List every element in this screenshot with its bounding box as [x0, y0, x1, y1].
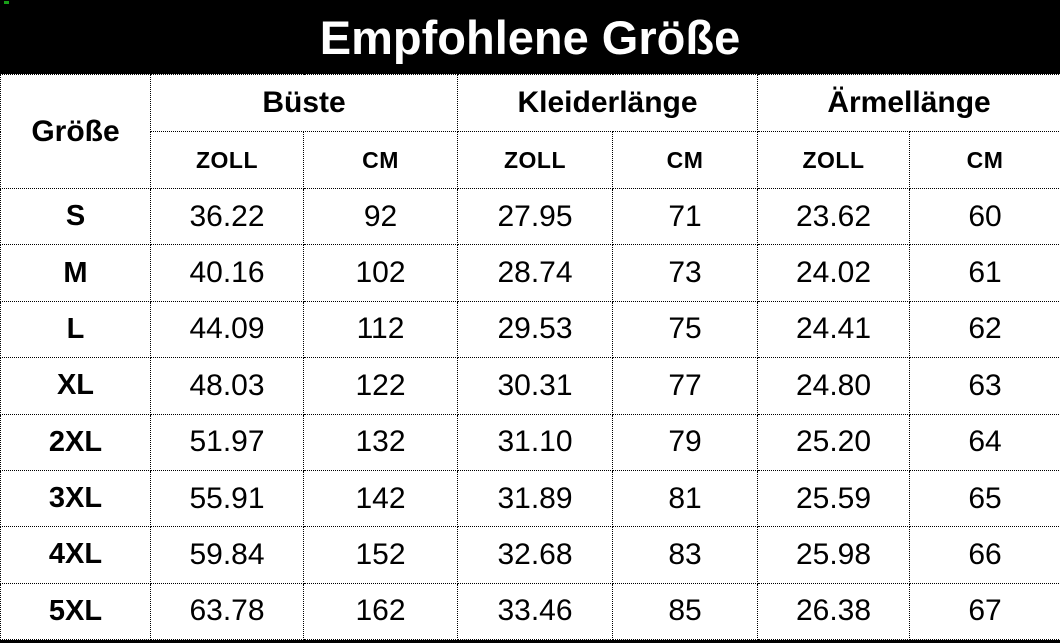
value-cell: 63	[909, 357, 1060, 415]
header-group-row: Größe Büste Kleiderlänge Ärmellänge	[0, 74, 1060, 189]
value-cell: 83	[612, 526, 759, 584]
value-cell: 60	[909, 187, 1060, 246]
table-row: 3XL 55.91 142 31.89 81 25.59 65	[0, 469, 1060, 528]
value-cell: 61	[909, 244, 1060, 302]
value-cell: 112	[302, 300, 459, 359]
value-cell: 62	[909, 300, 1060, 359]
value-cell: 24.02	[757, 244, 911, 302]
table-row: XL 48.03 122 30.31 77 24.80 63	[0, 357, 1060, 415]
value-cell: 48.03	[150, 357, 304, 415]
value-cell: 67	[909, 582, 1060, 641]
unit-header-sleeve-zoll: ZOLL	[757, 131, 911, 189]
value-cell: 142	[302, 469, 459, 528]
value-cell: 31.89	[457, 469, 614, 528]
value-cell: 75	[612, 300, 759, 359]
unit-header-bust-zoll: ZOLL	[150, 131, 304, 189]
value-cell: 81	[612, 469, 759, 528]
value-cell: 77	[612, 357, 759, 415]
value-cell: 24.41	[757, 300, 911, 359]
value-cell: 66	[909, 526, 1060, 584]
value-cell: 36.22	[150, 187, 304, 246]
value-cell: 29.53	[457, 300, 614, 359]
value-cell: 28.74	[457, 244, 614, 302]
size-cell: XL	[0, 357, 151, 415]
size-cell: 3XL	[0, 469, 151, 528]
column-header-size: Größe	[0, 74, 151, 189]
value-cell: 25.59	[757, 469, 911, 528]
table-row: 4XL 59.84 152 32.68 83 25.98 66	[0, 526, 1060, 584]
table-row: M 40.16 102 28.74 73 24.02 61	[0, 244, 1060, 302]
table-row: L 44.09 112 29.53 75 24.41 62	[0, 300, 1060, 359]
title-bar: Empfohlene Größe	[0, 0, 1060, 74]
size-table: Größe Büste Kleiderlänge Ärmellänge ZOLL…	[0, 74, 1060, 641]
value-cell: 23.62	[757, 187, 911, 246]
size-cell: 5XL	[0, 582, 151, 641]
value-cell: 55.91	[150, 469, 304, 528]
value-cell: 31.10	[457, 413, 614, 471]
value-cell: 26.38	[757, 582, 911, 641]
column-group-dress-length: Kleiderlänge	[457, 74, 759, 132]
header-unit-row: ZOLL CM ZOLL CM ZOLL CM	[1, 131, 1060, 189]
value-cell: 33.46	[457, 582, 614, 641]
value-cell: 152	[302, 526, 459, 584]
screen-artifact-dot	[4, 1, 9, 4]
table-row: 2XL 51.97 132 31.10 79 25.20 64	[0, 413, 1060, 471]
page-title: Empfohlene Größe	[319, 10, 741, 64]
table-row: 5XL 63.78 162 33.46 85 26.38 67	[0, 582, 1060, 641]
unit-header-sleeve-cm: CM	[909, 131, 1060, 189]
value-cell: 73	[612, 244, 759, 302]
value-cell: 162	[302, 582, 459, 641]
value-cell: 85	[612, 582, 759, 641]
value-cell: 24.80	[757, 357, 911, 415]
value-cell: 30.31	[457, 357, 614, 415]
value-cell: 44.09	[150, 300, 304, 359]
size-cell: S	[0, 187, 151, 246]
value-cell: 63.78	[150, 582, 304, 641]
bottom-black-bar	[0, 640, 1060, 643]
column-group-sleeve-length: Ärmellänge	[757, 74, 1060, 132]
size-cell: 2XL	[0, 413, 151, 471]
value-cell: 102	[302, 244, 459, 302]
value-cell: 40.16	[150, 244, 304, 302]
value-cell: 122	[302, 357, 459, 415]
table-row: S 36.22 92 27.95 71 23.62 60	[0, 187, 1060, 246]
value-cell: 32.68	[457, 526, 614, 584]
unit-header-dress-cm: CM	[612, 131, 759, 189]
value-cell: 25.20	[757, 413, 911, 471]
value-cell: 51.97	[150, 413, 304, 471]
value-cell: 64	[909, 413, 1060, 471]
size-cell: M	[0, 244, 151, 302]
value-cell: 92	[302, 187, 459, 246]
unit-header-dress-zoll: ZOLL	[457, 131, 614, 189]
value-cell: 59.84	[150, 526, 304, 584]
value-cell: 25.98	[757, 526, 911, 584]
value-cell: 27.95	[457, 187, 614, 246]
value-cell: 132	[302, 413, 459, 471]
value-cell: 79	[612, 413, 759, 471]
size-cell: L	[0, 300, 151, 359]
value-cell: 71	[612, 187, 759, 246]
unit-header-bust-cm: CM	[302, 131, 459, 189]
column-group-bust: Büste	[149, 74, 459, 132]
size-cell: 4XL	[0, 526, 151, 584]
value-cell: 65	[909, 469, 1060, 528]
